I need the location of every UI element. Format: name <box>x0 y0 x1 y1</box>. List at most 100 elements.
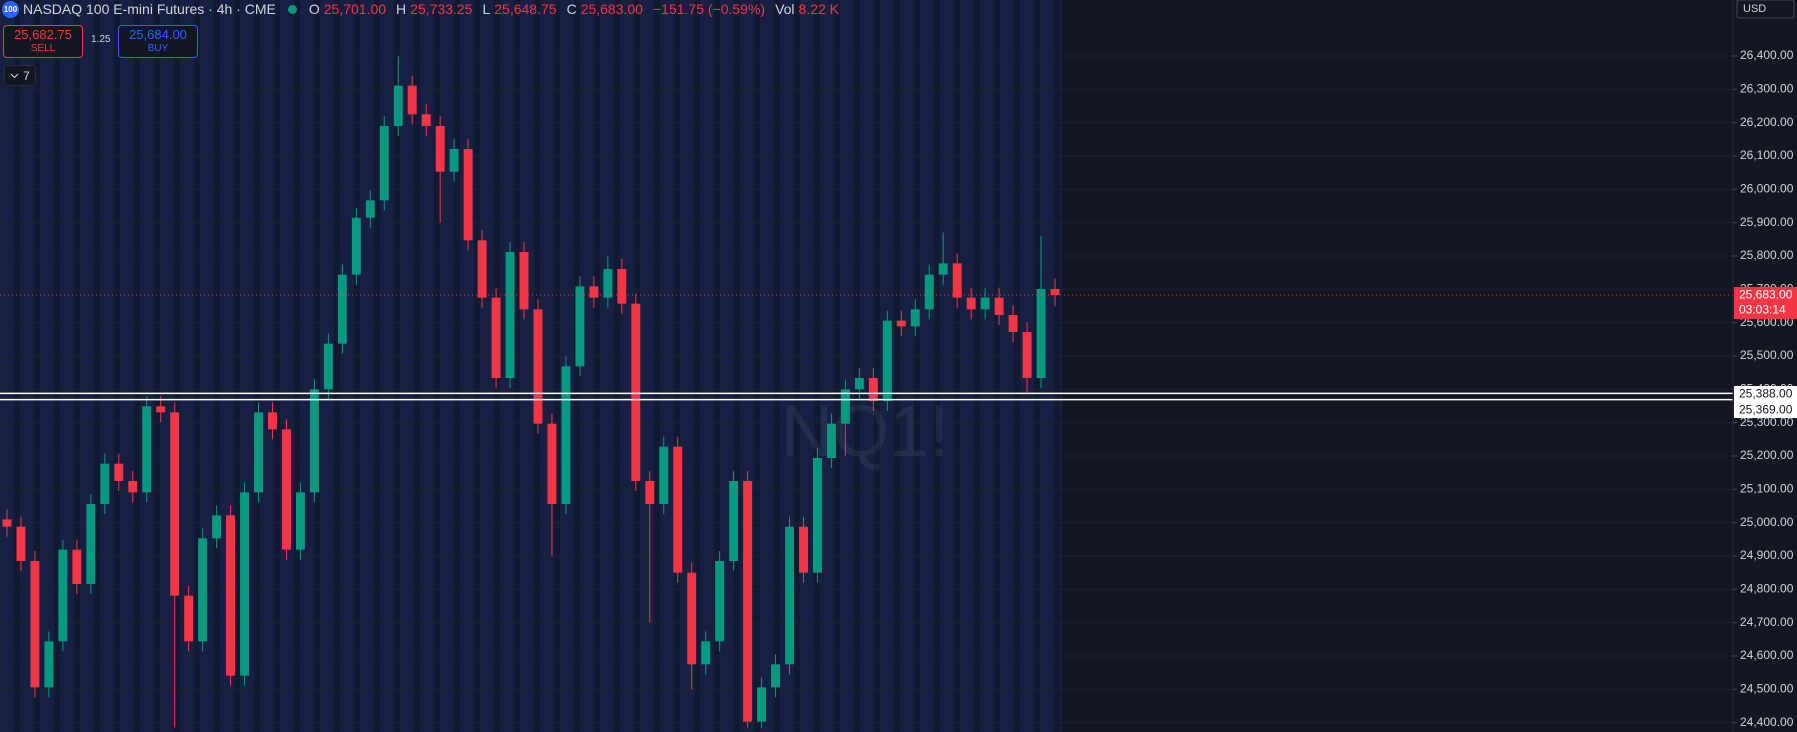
candle-body <box>868 378 878 401</box>
candle-body <box>1050 289 1060 295</box>
price-axis <box>1733 0 1797 732</box>
y-tick-label: 24,800.00 <box>1740 582 1794 596</box>
candle-body <box>281 429 291 550</box>
candle-body <box>799 526 808 573</box>
y-tick-label: 25,800.00 <box>1740 248 1794 262</box>
candle-body <box>701 641 711 665</box>
market-status <box>287 4 297 14</box>
level-label: 25,388.00 <box>1739 387 1793 401</box>
candle-body <box>673 446 683 573</box>
countdown: 03:03:14 <box>1739 303 1786 317</box>
volume: 8.22 K <box>798 1 840 17</box>
y-tick-label: 26,100.00 <box>1740 148 1794 162</box>
candle-body <box>212 515 222 539</box>
buy-price[interactable]: 25,684.00 <box>129 26 187 42</box>
y-tick-label: 26,300.00 <box>1740 82 1794 96</box>
buy-label[interactable]: BUY <box>147 42 169 54</box>
symbol-title[interactable]: NASDAQ 100 E-mini Futures · 4h · CME <box>23 1 276 17</box>
candle-body <box>715 561 725 642</box>
candle-body <box>254 412 263 493</box>
ohlc-key: L <box>482 1 491 17</box>
y-tick-label: 24,900.00 <box>1740 548 1794 562</box>
candle-body <box>142 406 152 493</box>
currency[interactable]: USD <box>1743 3 1766 15</box>
y-tick-label: 25,900.00 <box>1740 215 1794 229</box>
candle-body <box>1022 332 1032 378</box>
sell-button[interactable]: 25,682.75 SELL <box>3 25 83 58</box>
candle-body <box>421 114 431 126</box>
indicators-count[interactable]: 7 <box>23 68 30 83</box>
candle-body <box>449 149 459 172</box>
candle-body <box>58 549 68 642</box>
candle-body <box>924 274 934 310</box>
candle-body <box>603 269 613 298</box>
candle-body <box>547 423 557 504</box>
volume-key: Vol <box>775 1 795 17</box>
candle-body <box>226 515 236 676</box>
level-label-box <box>1734 402 1797 418</box>
sell-label[interactable]: SELL <box>30 42 56 54</box>
y-tick-label: 24,600.00 <box>1740 648 1794 662</box>
level-label-box <box>1734 386 1797 402</box>
buy-button[interactable]: 25,684.00 BUY <box>118 25 198 58</box>
candle-body <box>351 217 361 275</box>
ohlc-value: 25,733.25 <box>410 1 473 17</box>
candle-body <box>757 687 767 722</box>
candle-body <box>337 274 347 344</box>
candle-body <box>240 492 250 676</box>
candle-body <box>840 389 850 424</box>
y-tick-label: 24,500.00 <box>1740 682 1794 696</box>
level-label: 25,369.00 <box>1739 403 1793 417</box>
candle-body <box>910 309 920 327</box>
y-tick-label: 24,700.00 <box>1740 615 1794 629</box>
y-tick-label: 26,000.00 <box>1740 182 1794 196</box>
candle-body <box>687 572 697 665</box>
candle-body <box>589 286 599 298</box>
sell-price[interactable]: 25,682.75 <box>14 26 72 42</box>
candle-body <box>491 297 501 378</box>
candle-body <box>980 297 990 310</box>
indicators-toggle[interactable]: 7 <box>4 65 36 86</box>
candle-body <box>966 297 976 310</box>
candle-body <box>994 297 1004 315</box>
candle-body <box>2 519 12 527</box>
ohlc-key: O <box>308 1 320 17</box>
spread: 1.25 <box>91 34 111 45</box>
y-tick-label: 24,400.00 <box>1740 715 1794 729</box>
change: −151.75 (−0.59%) <box>652 1 766 17</box>
candle-body <box>882 320 892 401</box>
candle-body <box>729 481 739 561</box>
candle-body <box>938 263 948 275</box>
ohlc-value: 25,648.75 <box>494 1 557 17</box>
candle-body <box>128 481 138 493</box>
candle-body <box>575 286 585 367</box>
y-tick-label: 25,000.00 <box>1740 515 1794 529</box>
candle-body <box>505 252 515 378</box>
candle-body <box>309 389 319 493</box>
candle-body <box>407 85 417 115</box>
y-tick-label: 25,100.00 <box>1740 482 1794 496</box>
candle-body <box>435 126 445 172</box>
ohlc-value: 25,701.00 <box>323 1 387 17</box>
candle-body <box>72 549 82 584</box>
candle-body <box>561 366 571 504</box>
candle-body <box>952 263 962 298</box>
currency-box[interactable] <box>1736 0 1795 19</box>
candle-body <box>323 343 333 390</box>
candle-body <box>1036 289 1046 378</box>
legend: 100 NASDAQ 100 E-mini Futures · 4h · CME… <box>2 0 845 18</box>
ohlc-value: 25,683.00 <box>580 1 643 17</box>
candle-body <box>365 200 375 218</box>
chevron-icon <box>10 73 19 78</box>
candle-body <box>184 595 194 642</box>
y-tick-label: 25,300.00 <box>1740 415 1794 429</box>
ohlc-key: H <box>396 1 407 17</box>
candle-body <box>743 481 753 722</box>
last-price-label: 25,683.00 <box>1739 288 1793 302</box>
candle-body <box>1008 315 1018 332</box>
candle-body <box>463 149 473 241</box>
candle-body <box>198 538 208 642</box>
candle-body <box>533 309 543 424</box>
watermark: NQ1! <box>781 392 949 472</box>
